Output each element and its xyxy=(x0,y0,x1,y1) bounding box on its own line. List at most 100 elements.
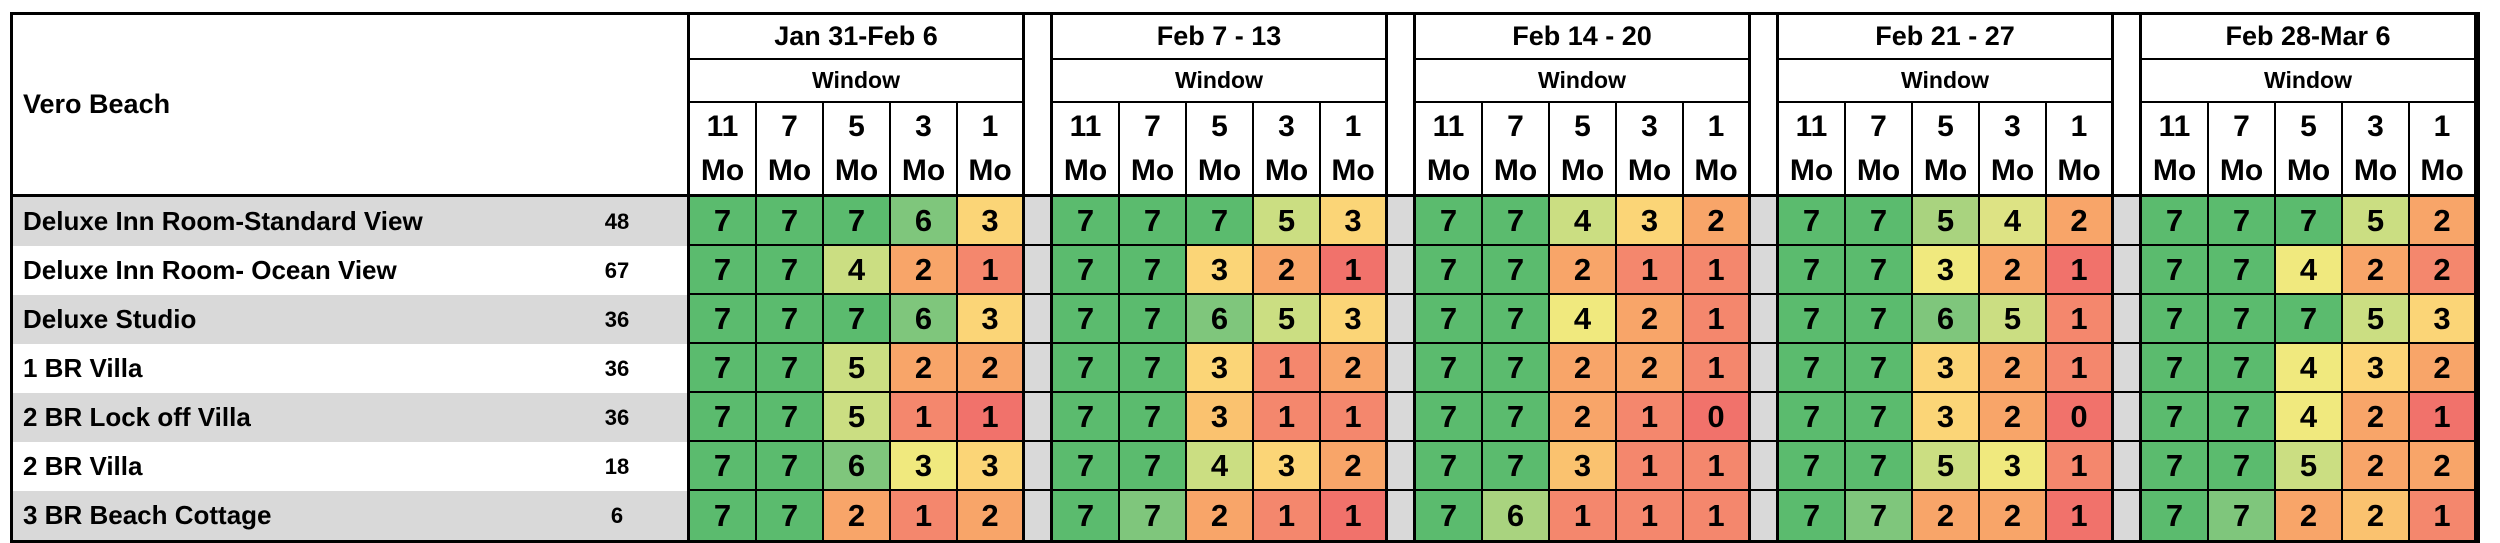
availability-cell[interactable]: 3 xyxy=(1187,344,1254,393)
availability-cell[interactable]: 1 xyxy=(2047,246,2114,295)
availability-cell[interactable]: 1 xyxy=(1617,442,1684,491)
window-col-header-cell[interactable]: 5 Mo xyxy=(1550,103,1617,197)
availability-cell[interactable]: 7 xyxy=(690,197,757,246)
window-col-header-cell[interactable]: 3 Mo xyxy=(891,103,958,197)
availability-cell[interactable]: 5 xyxy=(824,344,891,393)
availability-cell[interactable]: 7 xyxy=(1779,393,1846,442)
availability-cell[interactable]: 2 xyxy=(2410,197,2477,246)
availability-cell[interactable]: 7 xyxy=(824,197,891,246)
availability-cell[interactable]: 7 xyxy=(1416,393,1483,442)
availability-cell[interactable]: 1 xyxy=(1254,491,1321,540)
availability-cell[interactable]: 1 xyxy=(1617,491,1684,540)
availability-cell[interactable]: 3 xyxy=(1913,246,1980,295)
availability-cell[interactable]: 1 xyxy=(2047,491,2114,540)
window-col-header-cell[interactable]: 7 Mo xyxy=(1483,103,1550,197)
availability-cell[interactable]: 2 xyxy=(891,246,958,295)
availability-cell[interactable]: 1 xyxy=(1617,246,1684,295)
availability-cell[interactable]: 4 xyxy=(824,246,891,295)
availability-cell[interactable]: 7 xyxy=(690,295,757,344)
availability-cell[interactable]: 7 xyxy=(1416,442,1483,491)
availability-cell[interactable]: 7 xyxy=(2209,393,2276,442)
availability-cell[interactable]: 2 xyxy=(1550,344,1617,393)
availability-cell[interactable]: 7 xyxy=(757,295,824,344)
room-label-cell[interactable]: Deluxe Inn Room-Standard View 48 xyxy=(13,197,690,246)
availability-cell[interactable]: 7 xyxy=(690,442,757,491)
room-label-cell[interactable]: 1 BR Villa 36 xyxy=(13,344,690,393)
availability-cell[interactable]: 2 xyxy=(891,344,958,393)
availability-cell[interactable]: 2 xyxy=(2410,344,2477,393)
availability-cell[interactable]: 7 xyxy=(1846,442,1913,491)
availability-cell[interactable]: 7 xyxy=(1846,344,1913,393)
availability-cell[interactable]: 7 xyxy=(1053,442,1120,491)
availability-cell[interactable]: 7 xyxy=(1846,491,1913,540)
window-col-header-cell[interactable]: 5 Mo xyxy=(2276,103,2343,197)
availability-cell[interactable]: 2 xyxy=(2343,246,2410,295)
availability-cell[interactable]: 7 xyxy=(2142,246,2209,295)
window-col-header-cell[interactable]: 3 Mo xyxy=(2343,103,2410,197)
availability-cell[interactable]: 7 xyxy=(1053,344,1120,393)
availability-cell[interactable]: 5 xyxy=(2343,197,2410,246)
availability-cell[interactable]: 7 xyxy=(1120,344,1187,393)
room-label-cell[interactable]: 2 BR Villa 18 xyxy=(13,442,690,491)
week-header-cell[interactable]: Jan 31-Feb 6 xyxy=(690,15,1025,60)
window-col-header-cell[interactable]: 7 Mo xyxy=(1120,103,1187,197)
availability-cell[interactable]: 1 xyxy=(1684,295,1751,344)
window-col-header-cell[interactable]: 7 Mo xyxy=(2209,103,2276,197)
availability-cell[interactable]: 3 xyxy=(1254,442,1321,491)
availability-cell[interactable]: 2 xyxy=(2343,393,2410,442)
availability-cell[interactable]: 4 xyxy=(1187,442,1254,491)
availability-cell[interactable]: 3 xyxy=(1321,295,1388,344)
window-col-header-cell[interactable]: 11 Mo xyxy=(1779,103,1846,197)
availability-cell[interactable]: 2 xyxy=(1254,246,1321,295)
room-label-cell[interactable]: 3 BR Beach Cottage 6 xyxy=(13,491,690,540)
availability-cell[interactable]: 1 xyxy=(2047,442,2114,491)
availability-cell[interactable]: 3 xyxy=(958,442,1025,491)
availability-cell[interactable]: 6 xyxy=(1913,295,1980,344)
availability-cell[interactable]: 5 xyxy=(2343,295,2410,344)
window-col-header-cell[interactable]: 5 Mo xyxy=(1187,103,1254,197)
availability-cell[interactable]: 2 xyxy=(1617,295,1684,344)
room-label-cell[interactable]: Deluxe Inn Room- Ocean View 67 xyxy=(13,246,690,295)
availability-cell[interactable]: 7 xyxy=(2209,197,2276,246)
window-col-header-cell[interactable]: 11 Mo xyxy=(2142,103,2209,197)
availability-cell[interactable]: 4 xyxy=(1550,295,1617,344)
availability-cell[interactable]: 7 xyxy=(757,442,824,491)
availability-cell[interactable]: 7 xyxy=(2142,295,2209,344)
availability-cell[interactable]: 4 xyxy=(2276,393,2343,442)
availability-cell[interactable]: 7 xyxy=(1846,246,1913,295)
availability-cell[interactable]: 7 xyxy=(1120,491,1187,540)
availability-cell[interactable]: 7 xyxy=(1483,393,1550,442)
availability-cell[interactable]: 7 xyxy=(757,197,824,246)
availability-cell[interactable]: 3 xyxy=(958,197,1025,246)
availability-cell[interactable]: 7 xyxy=(2142,197,2209,246)
window-header-cell[interactable]: Window xyxy=(1053,60,1388,103)
availability-cell[interactable]: 7 xyxy=(2209,295,2276,344)
availability-cell[interactable]: 7 xyxy=(690,491,757,540)
availability-cell[interactable]: 7 xyxy=(1483,442,1550,491)
availability-cell[interactable]: 3 xyxy=(1617,197,1684,246)
availability-cell[interactable]: 7 xyxy=(757,491,824,540)
window-col-header-cell[interactable]: 3 Mo xyxy=(1980,103,2047,197)
availability-cell[interactable]: 5 xyxy=(824,393,891,442)
availability-cell[interactable]: 1 xyxy=(1684,491,1751,540)
availability-cell[interactable]: 1 xyxy=(2410,491,2477,540)
availability-cell[interactable]: 7 xyxy=(1053,491,1120,540)
window-col-header-cell[interactable]: 7 Mo xyxy=(1846,103,1913,197)
availability-cell[interactable]: 7 xyxy=(1416,344,1483,393)
availability-cell[interactable]: 7 xyxy=(1120,442,1187,491)
availability-cell[interactable]: 7 xyxy=(1779,344,1846,393)
availability-cell[interactable]: 2 xyxy=(1321,442,1388,491)
availability-cell[interactable]: 1 xyxy=(2410,393,2477,442)
availability-cell[interactable]: 1 xyxy=(1254,393,1321,442)
availability-cell[interactable]: 1 xyxy=(2047,295,2114,344)
window-header-cell[interactable]: Window xyxy=(1416,60,1751,103)
availability-cell[interactable]: 3 xyxy=(958,295,1025,344)
availability-cell[interactable]: 7 xyxy=(824,295,891,344)
availability-cell[interactable]: 2 xyxy=(1980,393,2047,442)
availability-cell[interactable]: 3 xyxy=(2343,344,2410,393)
availability-cell[interactable]: 5 xyxy=(1254,197,1321,246)
availability-cell[interactable]: 4 xyxy=(1980,197,2047,246)
week-header-cell[interactable]: Feb 7 - 13 xyxy=(1053,15,1388,60)
availability-cell[interactable]: 7 xyxy=(1120,197,1187,246)
availability-cell[interactable]: 3 xyxy=(2410,295,2477,344)
